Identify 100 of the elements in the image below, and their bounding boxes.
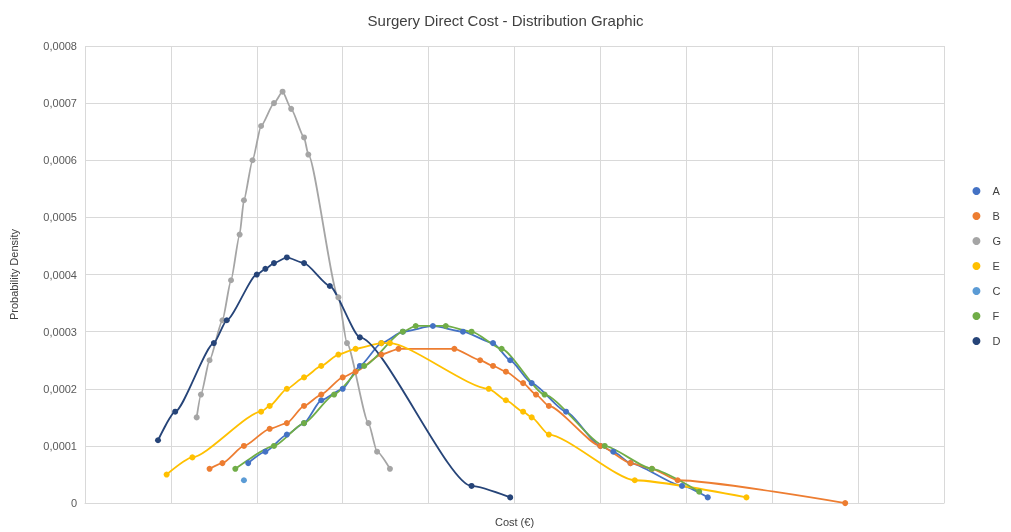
point (155, 437, 162, 444)
point (490, 362, 497, 369)
point (283, 385, 290, 392)
point (563, 408, 570, 415)
point (485, 385, 492, 392)
point (206, 465, 213, 472)
point (502, 397, 509, 404)
point (459, 328, 466, 335)
y-tick-label: 0,0002 (43, 382, 77, 395)
point (262, 448, 269, 455)
point (262, 265, 269, 272)
point (189, 454, 196, 461)
point (352, 368, 359, 375)
point (674, 477, 681, 484)
point (704, 494, 711, 501)
point (743, 494, 750, 501)
y-tick-label: 0,0008 (43, 40, 77, 52)
point (386, 465, 393, 472)
point (270, 100, 277, 107)
x-axis-title: Cost (€) (494, 515, 535, 528)
point (270, 260, 277, 267)
point (258, 408, 265, 415)
point (365, 420, 372, 427)
legend-label: D (992, 335, 1001, 347)
point (344, 340, 350, 347)
point (532, 391, 539, 398)
point (507, 494, 514, 501)
point (335, 294, 342, 301)
point (361, 362, 368, 369)
point (468, 482, 475, 489)
point (301, 402, 308, 409)
point (520, 408, 527, 415)
point (442, 322, 449, 329)
point (395, 345, 402, 352)
point (679, 482, 686, 489)
point (163, 471, 170, 478)
point (520, 380, 527, 387)
point (283, 254, 290, 261)
point (197, 391, 204, 398)
point (610, 448, 617, 455)
point (331, 391, 338, 398)
point (631, 477, 638, 484)
point (228, 277, 235, 284)
point (266, 425, 273, 432)
point (301, 134, 308, 141)
point (339, 374, 346, 381)
point (172, 408, 179, 415)
point (335, 351, 342, 358)
point (429, 322, 436, 329)
point (206, 357, 213, 364)
y-tick-label: 0,0003 (43, 325, 77, 338)
y-tick-label: 0,0006 (43, 154, 77, 167)
point (541, 391, 548, 398)
y-tick-label: 0,0005 (43, 211, 77, 224)
point (502, 368, 509, 375)
point (318, 362, 325, 369)
point (210, 340, 217, 347)
point (253, 271, 260, 278)
point (374, 448, 381, 455)
legend-label: E (992, 260, 1000, 272)
point (305, 151, 312, 158)
point (507, 357, 514, 364)
point (352, 345, 359, 352)
y-tick-label: 0,0001 (43, 439, 77, 452)
point (842, 500, 849, 507)
point (545, 402, 552, 409)
point (386, 340, 393, 347)
point (236, 231, 243, 238)
point (326, 282, 333, 289)
point (356, 334, 363, 341)
point (498, 345, 505, 352)
y-tick-label: 0,0004 (43, 268, 77, 281)
point (288, 105, 295, 112)
point (219, 460, 226, 467)
point (258, 122, 265, 129)
legend-label: B (992, 210, 1000, 222)
y-tick-label: 0 (70, 497, 77, 510)
point (301, 260, 308, 267)
point (193, 414, 200, 421)
point (232, 465, 239, 472)
point (283, 420, 290, 427)
legend-label: G (992, 235, 1002, 247)
point (240, 442, 247, 449)
point (490, 340, 497, 347)
point (339, 385, 346, 392)
point (412, 322, 419, 329)
point (318, 391, 325, 398)
point (528, 414, 535, 421)
point (270, 442, 277, 449)
legend-label: C (992, 285, 1001, 297)
y-tick-label: 0,0007 (43, 97, 77, 110)
point (696, 488, 703, 495)
point (451, 345, 458, 352)
y-axis-title: Probability Density (7, 228, 20, 321)
point (301, 374, 308, 381)
point (240, 197, 247, 204)
point (601, 442, 608, 449)
point (223, 317, 230, 324)
legend-label: F (992, 310, 1000, 322)
point (477, 357, 484, 364)
